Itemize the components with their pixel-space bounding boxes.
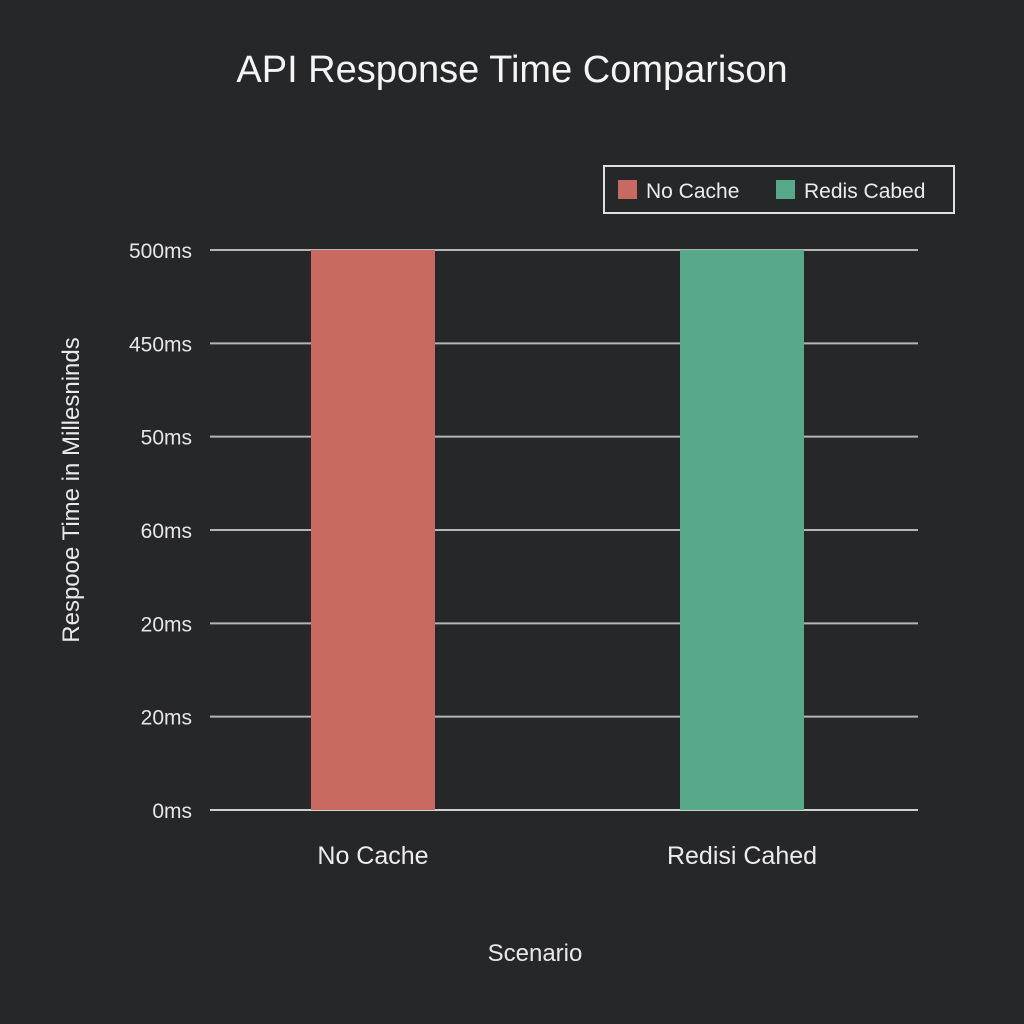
x-category-labels: No Cache Redisi Cahed <box>317 842 817 870</box>
chart-title: API Response Time Comparison <box>236 49 787 91</box>
y-tick-label: 20ms <box>141 707 192 730</box>
y-tick-label: 50ms <box>141 427 192 450</box>
legend: No Cache Redis Cabed <box>603 165 955 214</box>
legend-swatch-redis-cached <box>776 180 795 199</box>
legend-label-no-cache: No Cache <box>646 180 739 203</box>
x-axis-title: Scenario <box>488 940 583 967</box>
bars <box>311 250 804 810</box>
y-tick-label: 20ms <box>141 613 192 636</box>
legend-frame <box>603 165 955 214</box>
y-tick-label: 0ms <box>152 800 192 823</box>
y-tick-label: 60ms <box>141 520 192 543</box>
legend-swatch-no-cache <box>618 180 637 199</box>
bar-no-cache <box>311 250 435 810</box>
bar-redisi-cahed <box>680 250 804 810</box>
x-category-label: No Cache <box>317 842 428 870</box>
legend-label-redis-cached: Redis Cabed <box>804 180 925 203</box>
y-tick-label: 450ms <box>129 333 192 356</box>
y-tick-labels: 0ms 20ms 20ms 60ms 50ms 450ms 500ms <box>129 240 192 823</box>
y-axis-title: Respooe Time in Millesninds <box>58 337 85 642</box>
x-category-label: Redisi Cahed <box>667 842 817 870</box>
y-tick-label: 500ms <box>129 240 192 263</box>
